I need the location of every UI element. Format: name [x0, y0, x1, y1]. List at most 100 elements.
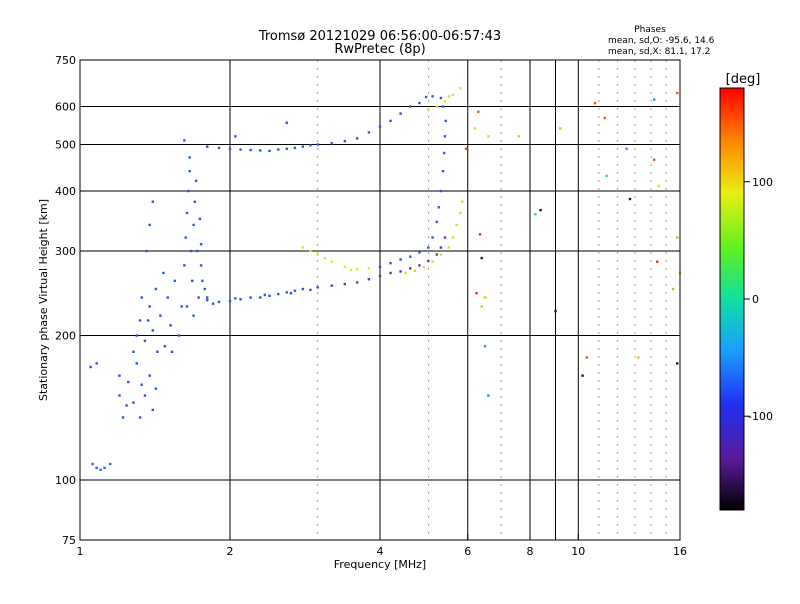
data-point — [285, 291, 288, 294]
data-point — [625, 147, 628, 150]
data-point — [605, 174, 608, 178]
data-point — [183, 139, 186, 142]
data-point — [534, 212, 537, 216]
data-point — [156, 350, 159, 353]
y-tick-label: 300 — [55, 245, 76, 258]
x-axis-label: Frequency [MHz] — [334, 558, 426, 571]
data-point — [451, 93, 455, 96]
data-point — [89, 365, 92, 369]
data-point — [418, 101, 421, 105]
data-point — [676, 236, 679, 239]
data-point — [301, 246, 305, 249]
data-point — [268, 294, 271, 297]
data-point — [367, 278, 371, 281]
data-point — [285, 147, 288, 150]
data-point — [145, 249, 148, 253]
data-point — [443, 236, 447, 239]
data-point — [188, 156, 191, 159]
data-point — [441, 169, 445, 173]
data-point — [118, 374, 121, 377]
data-point — [637, 356, 640, 359]
x-tick-label: 1 — [77, 545, 84, 558]
data-point — [95, 466, 98, 470]
data-point — [198, 217, 202, 221]
data-point — [162, 271, 165, 275]
data-point — [652, 98, 656, 101]
data-point — [483, 296, 487, 299]
data-point — [184, 236, 187, 239]
data-point — [301, 145, 305, 148]
data-point — [185, 305, 189, 308]
data-point — [676, 91, 679, 95]
data-point — [259, 296, 262, 299]
data-point — [159, 314, 162, 317]
colorbar-ticks: 100 0 -100 — [744, 176, 773, 423]
data-point — [459, 211, 462, 215]
data-point — [409, 255, 412, 258]
data-point — [343, 140, 347, 143]
data-point — [166, 296, 169, 299]
data-point — [330, 284, 333, 287]
data-point — [135, 334, 138, 337]
data-point — [192, 314, 195, 317]
data-point — [173, 279, 177, 283]
data-point — [431, 260, 434, 263]
data-point — [478, 233, 482, 236]
y-tick-label: 750 — [55, 54, 76, 67]
y-tick-label: 400 — [55, 185, 76, 198]
data-point — [455, 223, 458, 227]
data-point — [118, 394, 121, 397]
data-point — [424, 95, 428, 99]
data-point — [349, 268, 353, 272]
data-point — [585, 356, 588, 359]
data-point — [464, 147, 468, 150]
data-point — [121, 416, 125, 419]
data-point — [442, 151, 446, 155]
data-point — [309, 249, 312, 253]
y-tick-label: 600 — [55, 101, 76, 114]
data-point — [205, 145, 209, 148]
data-point — [234, 135, 237, 138]
data-point — [443, 100, 447, 103]
data-point — [193, 200, 197, 203]
data-point — [217, 300, 221, 304]
data-point — [671, 287, 675, 291]
data-point — [196, 249, 199, 253]
data-point — [554, 309, 557, 313]
data-point — [483, 345, 487, 348]
data-point — [132, 401, 135, 404]
data-point — [309, 288, 312, 292]
data-point — [657, 184, 660, 188]
data-point — [228, 147, 232, 150]
colorbar — [719, 87, 745, 511]
data-point — [559, 127, 562, 130]
grid-lines — [80, 60, 680, 540]
data-point — [480, 305, 483, 308]
colorbar-tick-label: 0 — [752, 293, 759, 306]
data-point — [323, 256, 327, 260]
data-point — [427, 108, 430, 112]
y-tick-label: 500 — [55, 139, 76, 152]
data-point — [140, 296, 143, 299]
data-point — [154, 287, 158, 291]
data-point — [277, 292, 280, 296]
data-point — [109, 462, 112, 466]
data-point — [309, 144, 312, 147]
data-point — [459, 87, 462, 90]
data-point — [439, 246, 443, 249]
data-point — [418, 264, 421, 267]
data-point — [439, 253, 443, 256]
y-axis-label: Stationary phase Virtual Height [km] — [37, 199, 50, 401]
y-tick-label: 200 — [55, 330, 76, 343]
data-point — [91, 462, 94, 466]
data-point — [487, 394, 490, 397]
data-point — [293, 146, 297, 150]
data-point — [151, 329, 155, 332]
data-point — [268, 149, 271, 153]
y-tick-label: 75 — [62, 534, 76, 547]
data-point — [148, 305, 151, 308]
data-point — [652, 158, 656, 161]
data-point — [435, 220, 438, 224]
data-point — [285, 121, 288, 124]
